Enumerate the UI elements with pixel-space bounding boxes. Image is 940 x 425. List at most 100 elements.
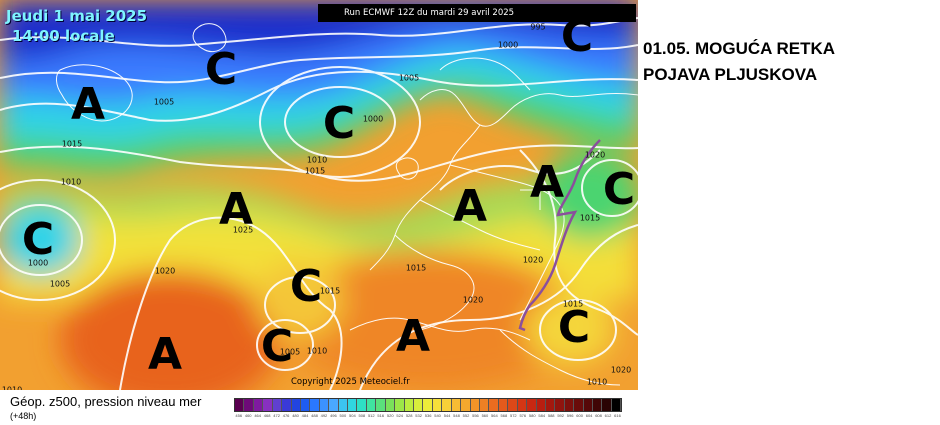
colorbar-swatch [527,399,537,411]
colorbar-tick-label: 500 [339,413,347,418]
colorbar-swatch [545,399,556,411]
isobar-label: 1015 [61,139,83,149]
colorbar-swatch [508,399,518,411]
isobar-label: 1010 [586,377,608,387]
colorbar-swatch [272,399,283,411]
colorbar-swatch [357,399,367,411]
isobar-label: 1020 [522,255,544,265]
colorbar [234,398,622,412]
forecast-annotation: 01.05. MOGUĆA RETKA POJAVA PLJUSKOVA [643,36,835,88]
colorbar-swatch [329,399,339,411]
colorbar-tick-label: 496 [330,413,337,418]
colorbar-tick-label: 612 [604,413,612,418]
isobar-label: 1015 [304,166,326,176]
colorbar-swatch [583,399,594,411]
colorbar-tick-label: 516 [377,413,385,418]
colorbar-tick-label: 616 [614,413,621,418]
colorbar-swatch [451,399,462,411]
colorbar-tick-label: 604 [585,413,593,418]
colorbar-swatch [263,399,273,411]
colorbar-swatch [498,399,509,411]
legend-title: Géop. z500, pression niveau mer [10,394,202,409]
colorbar-swatch [414,399,424,411]
isobar-label: 1005 [279,347,301,357]
colorbar-tick-label: 484 [301,413,309,418]
colorbar-swatch [536,399,546,411]
colorbar-tick-label: 460 [244,413,252,418]
colorbar-swatch [489,399,499,411]
colorbar-tick-label: 528 [405,413,413,418]
colorbar-tick-label: 608 [595,413,602,418]
colorbar-swatch [366,399,377,411]
colorbar-tick-label: 464 [254,413,262,418]
isobar-label: 1000 [497,40,519,50]
colorbar-tick-label: 588 [547,413,555,418]
model-run-banner: Run ECMWF 12Z du mardi 29 avril 2025 [318,4,636,22]
colorbar-tick-label: 560 [481,413,489,418]
colorbar-swatch [479,399,490,411]
colorbar-tick-label: 532 [415,413,422,418]
copyright-notice: Copyright 2025 Meteociel.fr [291,377,410,387]
low-pressure-center: C [204,44,238,95]
high-pressure-center: A [452,181,488,232]
colorbar-tick-label: 576 [519,413,527,418]
colorbar-tick-label: 584 [538,413,546,418]
colorbar-tick-label: 540 [434,413,441,418]
colorbar-tick-label: 512 [367,413,375,418]
colorbar-tick-label: 476 [282,413,290,418]
isobar-label: 1010 [1,385,23,391]
colorbar-ticks: 456 460 464 468 472 476 480 484 488 492 496 500 504 5… [234,413,622,423]
colorbar-swatch [310,399,320,411]
isobar-label: 1010 [60,177,82,187]
colorbar-tick-label: 504 [349,413,356,418]
isobar-label: 1020 [462,295,484,305]
isobar-label: 1025 [232,225,254,235]
high-pressure-center: A [529,157,565,208]
colorbar-swatch [470,399,480,411]
colorbar-swatch [432,399,443,411]
colorbar-swatch [442,399,452,411]
colorbar-swatch [291,399,301,411]
colorbar-tick-label: 544 [443,413,451,418]
isobar-label: 1020 [154,266,176,276]
colorbar-tick-label: 580 [528,413,536,418]
high-pressure-center: A [147,329,183,380]
high-pressure-center: A [395,311,431,362]
isobar-label: 1015 [405,263,427,273]
isobar-label: 1020 [584,150,606,160]
low-pressure-center: C [557,302,591,353]
colorbar-tick-label: 508 [358,413,366,418]
colorbar-tick-label: 552 [462,413,470,418]
isobar-label: 1005 [398,73,420,83]
colorbar-tick-label: 600 [576,413,583,418]
colorbar-tick-label: 468 [263,413,271,418]
colorbar-tick-label: 596 [566,413,574,418]
low-pressure-center: C [289,261,323,312]
isobar-label: 1005 [49,279,71,289]
colorbar-tick-label: 456 [235,413,243,418]
colorbar-tick-label: 488 [311,413,318,418]
colorbar-tick-label: 480 [292,413,299,418]
colorbar-swatch [574,399,584,411]
weather-map: A A A A A A C C C C C C C C 995 1000 100… [0,0,638,390]
low-pressure-center: C [322,98,356,149]
low-pressure-center: C [260,321,294,372]
colorbar-swatch [555,399,565,411]
colorbar-swatch [395,399,405,411]
forecast-date: Jeudi 1 mai 2025 [6,7,148,25]
colorbar-tick-label: 524 [396,413,404,418]
isobar-label: 1005 [153,97,175,107]
colorbar-tick-label: 572 [509,413,517,418]
forecast-time: 14:00 locale [12,27,115,45]
high-pressure-center: A [70,79,106,130]
colorbar-swatch [253,399,264,411]
colorbar-swatch [611,399,622,411]
low-pressure-center: C [21,214,55,265]
isobar-label: 995 [530,22,546,32]
colorbar-swatch [376,399,386,411]
colorbar-swatch [517,399,528,411]
isobar-label: 1020 [610,365,632,375]
colorbar-swatch [564,399,575,411]
colorbar-tick-label: 472 [273,413,280,418]
annotation-line-2: POJAVA PLJUSKOVA [643,65,818,84]
